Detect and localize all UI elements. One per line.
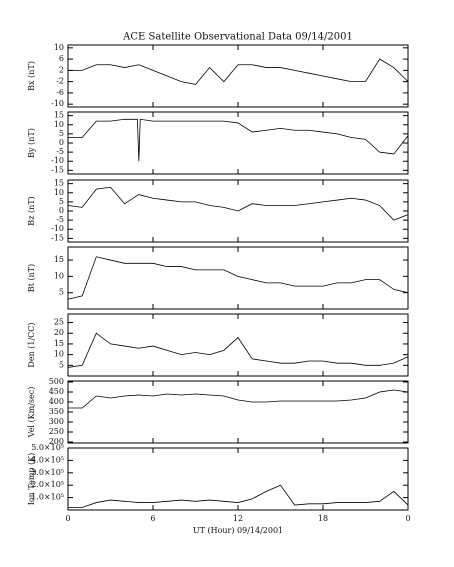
y-tick-label: -6 [56,88,64,97]
x-tick-label: 12 [233,514,243,523]
y-tick-label: 10 [54,188,64,197]
y-tick-label: 500 [49,377,64,386]
data-line [67,332,409,368]
x-tick-label: 18 [318,514,328,523]
y-tick-label: 3.0×10⁵ [31,468,64,477]
panel-frame [67,380,409,444]
data-line [68,118,409,162]
y-axis-label: Vel (Km/sec) [27,387,36,439]
y-tick-label: 10 [54,271,64,280]
data-line [68,484,409,508]
y-axis-label: Den (1/CC) [27,322,36,367]
data-line [68,58,409,85]
y-tick-label: 4.0×10⁵ [31,455,64,464]
y-axis-label: By (nT) [27,128,36,158]
panel-frame [67,111,409,175]
y-tick-label: 5.0×10⁵ [31,443,64,452]
y-tick-label: 200 [49,437,64,446]
y-tick-label: 0 [59,138,64,147]
data-line [67,256,409,300]
y-tick-label: 1.0×10⁵ [31,493,64,502]
y-tick-label: 15 [54,339,64,348]
y-tick-label: 300 [49,417,64,426]
y-tick-label: -10 [51,99,64,108]
x-tick-label: 0 [65,514,70,523]
y-tick-label: -2 [56,77,64,86]
y-tick-label: 2.0×10⁵ [31,480,64,489]
y-tick-label: -10 [51,224,64,233]
y-tick-label: 6 [59,54,64,63]
y-tick-label: 10 [54,120,64,129]
y-tick-label: 2 [59,65,64,74]
y-tick-label: 400 [49,397,64,406]
y-tick-label: 5 [59,129,64,138]
y-tick-label: -5 [56,215,64,224]
panel-frame [67,44,409,108]
data-line [67,186,409,221]
y-tick-label: 250 [49,427,64,436]
y-tick-label: 15 [54,255,64,264]
y-tick-label: 5 [59,197,64,206]
x-tick-label: 0 [405,514,410,523]
y-axis-label: Bx (nT) [27,61,36,91]
y-axis-label: Ion Temp (K) [27,453,36,506]
y-axis-label: Bz (nT) [27,196,36,225]
y-tick-label: -5 [56,147,64,156]
y-tick-label: -10 [51,156,64,165]
y-tick-label: 15 [54,111,64,120]
y-tick-label: 15 [54,179,64,188]
panel-frame [67,246,409,310]
y-tick-label: -15 [51,165,64,174]
y-axis-label: Bt (nT) [27,264,36,292]
y-tick-label: 350 [49,407,64,416]
y-tick-label: 20 [54,328,64,337]
y-tick-label: 5 [59,288,64,297]
y-tick-label: 450 [49,387,64,396]
y-tick-label: 5 [59,360,64,369]
y-tick-label: 0 [59,206,64,215]
y-tick-label: 10 [54,350,64,359]
y-tick-label: 10 [54,43,64,52]
x-tick-label: 6 [150,514,155,523]
data-line [68,389,409,409]
y-tick-label: 25 [54,318,64,327]
x-axis-label: UT (Hour) 09/14/2001 [193,526,283,535]
chart-title: ACE Satellite Observational Data 09/14/2… [122,32,353,43]
y-tick-label: -15 [51,233,64,242]
